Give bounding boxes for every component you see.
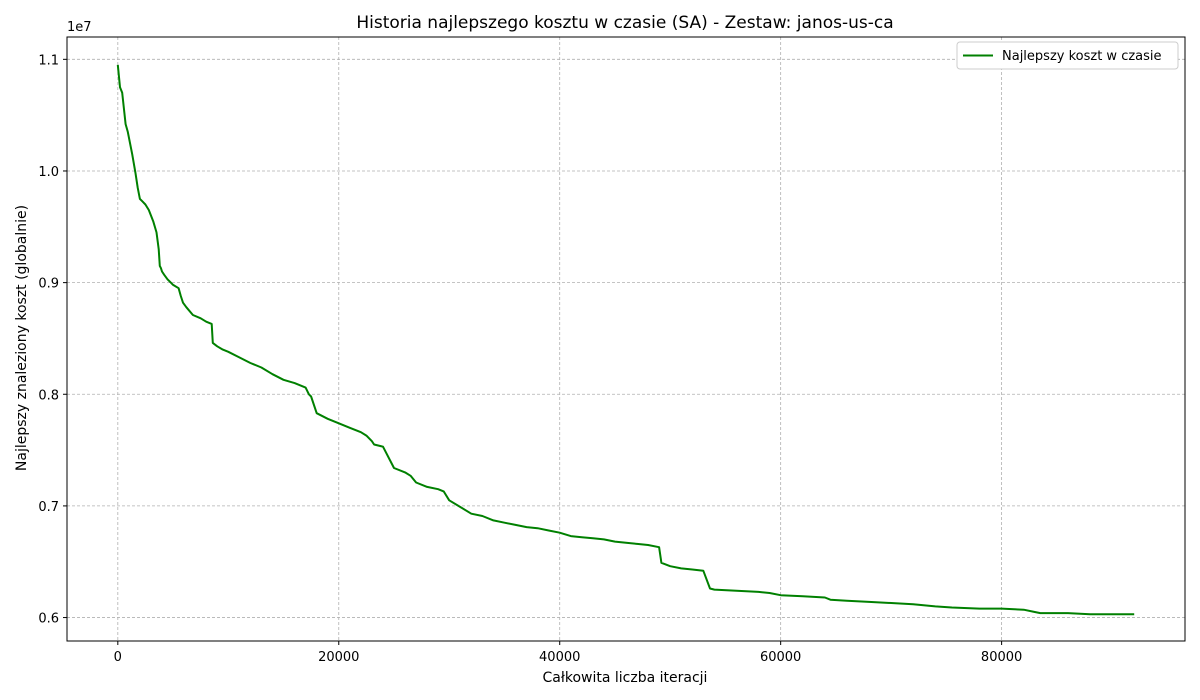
y-tick-label: 0.6: [38, 612, 59, 627]
x-gridlines: [117, 37, 1003, 641]
x-tick-label: 60000: [760, 650, 801, 665]
y-tick-label: 0.8: [38, 388, 59, 403]
y-offset-label: 1e7: [67, 20, 92, 35]
y-tick-label: 1.1: [38, 53, 59, 68]
y-tick-label: 0.7: [38, 500, 59, 515]
y-tick-label: 0.9: [38, 277, 59, 292]
x-axis-label: Całkowita liczba iteracji: [543, 670, 708, 686]
x-axis-ticks: 0 20000 40000 60000 80000: [114, 641, 1022, 665]
chart-title: Historia najlepszego kosztu w czasie (SA…: [356, 13, 893, 33]
legend-label: Najlepszy koszt w czasie: [1002, 49, 1162, 64]
legend: Najlepszy koszt w czasie: [956, 41, 1179, 70]
y-axis-ticks: 0.6 0.7 0.8 0.9 1.0 1.1: [38, 53, 67, 627]
x-tick-label: 40000: [539, 650, 580, 665]
y-tick-label: 1.0: [38, 165, 59, 180]
plot-frame: [66, 36, 1186, 642]
x-tick-label: 80000: [981, 650, 1022, 665]
x-tick-label: 0: [114, 650, 122, 665]
x-tick-label: 20000: [318, 650, 359, 665]
legend-box: [956, 41, 1179, 70]
series-line: [116, 64, 1135, 616]
y-axis-label: Najlepszy znaleziony koszt (globalnie): [14, 205, 30, 471]
series-layer: [116, 64, 1135, 616]
y-gridlines: [67, 58, 1185, 618]
